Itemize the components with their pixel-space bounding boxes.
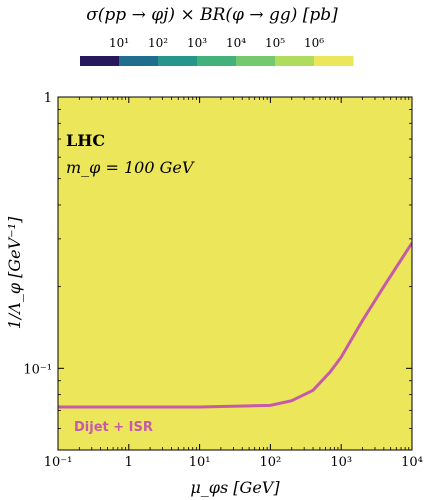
y-axis-label: 1/Λ_φ [GeV⁻¹] [5,216,24,329]
colorbar-swatch [275,56,315,66]
colorbar-tick-label: 10¹ [109,36,129,50]
colorbar-swatch [119,56,159,66]
x-tick-label: 1 [125,455,133,470]
dijet-isr-curve [58,242,412,409]
colorbar-swatch [236,56,276,66]
series-label: Dijet + ISR [74,420,153,435]
y-tick-label: 1 [44,91,52,106]
lhc-label: LHC [66,131,105,150]
colorbar-swatch [80,56,120,66]
region-yellow [58,97,412,450]
colorbar-swatch [158,56,198,66]
colorbar-title: σ(pp → φj) × BR(φ → gg) [pb] [86,5,338,25]
plot-frame [57,96,413,451]
colorbar-tick-label: 10⁶ [304,36,324,50]
x-tick-label: 10³ [330,455,352,470]
y-tick-label: 10⁻¹ [23,362,52,377]
x-axis-label: μ_φs [GeV] [190,478,280,497]
x-tick-label: 10² [260,455,282,470]
colorbar-tick-label: 10⁴ [226,36,246,50]
colorbar-swatch [197,56,237,66]
x-tick-label: 10⁴ [401,455,423,470]
mass-label: m_φ = 100 GeV [66,158,195,177]
colorbar-swatch [314,56,354,66]
colorbar-tick-label: 10² [148,36,168,50]
colorbar-tick-label: 10³ [187,36,207,50]
colorbar-tick-label: 10⁵ [265,36,285,50]
x-tick-label: 10¹ [189,455,211,470]
x-tick-label: 10⁻¹ [44,455,73,470]
